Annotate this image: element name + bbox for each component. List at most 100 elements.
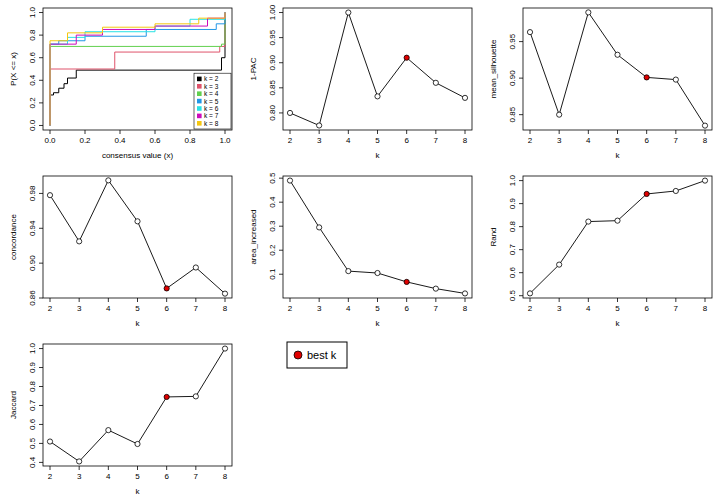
y-tick-label: 1.0 [28, 342, 37, 354]
plot-frame [523, 176, 712, 298]
y-tick-label: 0.90 [268, 54, 277, 70]
x-tick [617, 298, 618, 302]
x-tick [406, 298, 407, 302]
x-tick [319, 298, 320, 302]
x-tick-label: 8 [703, 136, 708, 145]
x-tick [588, 298, 589, 302]
y-axis-label: Rand [489, 227, 498, 246]
y-tick [39, 405, 43, 406]
y-tick-label: 0.8 [28, 29, 37, 41]
metric-point [615, 218, 620, 223]
plot-area [287, 10, 467, 128]
x-tick-label: 7 [194, 304, 199, 313]
x-tick-label: 2 [528, 304, 533, 313]
ecdf-line [50, 13, 225, 126]
y-tick [519, 78, 523, 79]
metric-point [462, 95, 467, 100]
y-tick-label: 0.3 [268, 220, 277, 232]
y-tick [519, 41, 523, 42]
x-tick [675, 130, 676, 134]
legend-swatch [197, 121, 202, 126]
metric-point [135, 441, 140, 446]
metric-line [530, 12, 705, 125]
panel: 23456780.800.850.900.951.00k1-PAC [249, 4, 472, 160]
x-tick [50, 130, 51, 134]
y-tick-label: 1.0 [28, 6, 37, 18]
x-tick [530, 298, 531, 302]
y-tick-label: 1.0 [508, 174, 517, 186]
x-axis-label: k [376, 151, 381, 160]
metric-point [106, 178, 111, 183]
metric-point [164, 394, 169, 399]
x-tick [195, 466, 196, 470]
y-tick [279, 37, 283, 38]
y-tick [39, 193, 43, 194]
metric-point [702, 123, 707, 128]
legend-swatch [197, 84, 202, 89]
x-tick-label: 5 [135, 472, 140, 481]
y-tick [39, 424, 43, 425]
x-tick [137, 298, 138, 302]
metric-line [290, 181, 465, 294]
x-tick [108, 298, 109, 302]
x-tick [155, 130, 156, 134]
y-tick-label: 0.7 [508, 244, 517, 256]
y-tick [39, 367, 43, 368]
metric-point [317, 123, 322, 128]
x-tick-label: 3 [77, 472, 82, 481]
x-tick [559, 298, 560, 302]
x-tick [195, 298, 196, 302]
y-tick [519, 272, 523, 273]
x-tick [50, 298, 51, 302]
y-tick [39, 348, 43, 349]
metric-point [433, 286, 438, 291]
metric-point [77, 239, 82, 244]
x-tick [108, 466, 109, 470]
plot-area [527, 178, 707, 296]
y-tick-label: 0.6 [508, 267, 517, 279]
y-tick [279, 87, 283, 88]
metric-point [222, 291, 227, 296]
plot-area [50, 13, 225, 126]
x-tick-label: 0.6 [149, 136, 161, 145]
x-tick-label: 7 [194, 472, 199, 481]
x-tick-label: 5 [375, 304, 380, 313]
y-tick [39, 386, 43, 387]
y-tick [279, 178, 283, 179]
metric-line [50, 349, 225, 462]
y-tick-label: 0.98 [28, 185, 37, 201]
x-tick-label: 2 [48, 304, 53, 313]
legend-label: k = 2 [204, 75, 219, 82]
metric-point [527, 291, 532, 296]
metric-point [615, 52, 620, 57]
plot-frame [523, 8, 712, 130]
x-tick-label: 8 [703, 304, 708, 313]
metric-point [527, 30, 532, 35]
x-tick [705, 298, 706, 302]
x-tick-label: 7 [674, 304, 679, 313]
metric-point [586, 10, 591, 15]
metric-point [77, 459, 82, 464]
legend-swatch [197, 91, 202, 96]
y-tick-label: 0.5 [508, 290, 517, 302]
ecdf-line [50, 13, 225, 126]
x-tick-label: 6 [164, 472, 169, 481]
x-tick-label: 0.4 [114, 136, 126, 145]
x-tick-label: 5 [375, 136, 380, 145]
x-tick [675, 298, 676, 302]
x-tick [646, 298, 647, 302]
y-tick-label: 0.95 [508, 33, 517, 49]
x-axis-label: k [136, 319, 141, 328]
y-tick-label: 0.5 [268, 172, 277, 184]
metric-line [530, 181, 705, 294]
y-axis-label: concordance [9, 214, 18, 260]
y-tick [279, 62, 283, 63]
ecdf-line [50, 13, 225, 126]
x-tick [120, 130, 121, 134]
metric-point [375, 270, 380, 275]
plot-area [47, 346, 227, 464]
ecdf-line [50, 13, 225, 126]
x-tick-label: 5 [615, 304, 620, 313]
metric-point [346, 10, 351, 15]
metric-point [47, 193, 52, 198]
